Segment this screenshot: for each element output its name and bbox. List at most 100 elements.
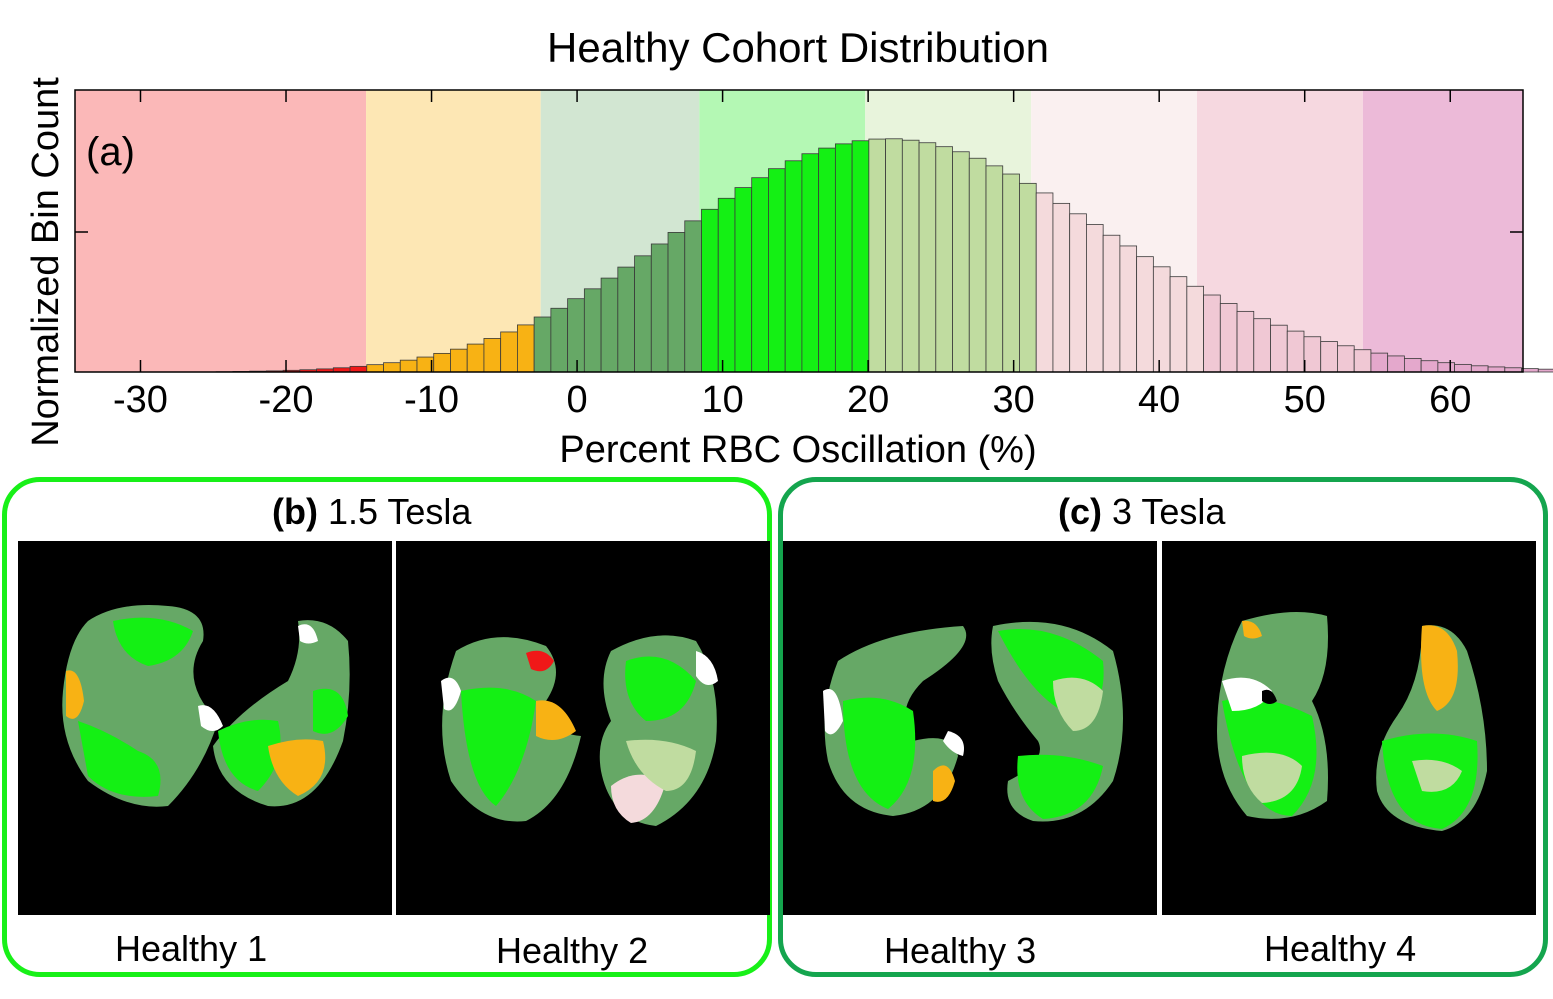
histogram-bar [433,352,451,373]
histogram-bar [1387,355,1405,373]
histogram-bar [1320,341,1338,373]
histogram-bar [1370,352,1389,373]
histogram-bar [1270,324,1288,373]
histogram-bar [450,348,468,373]
histogram-bars [215,138,1553,373]
y-axis-label: Normalized Bin Count [25,77,67,447]
histogram-bar [500,331,518,373]
histogram-bar [952,151,970,373]
histogram-bar [1102,234,1121,373]
panel-b-field: 1.5 Tesla [327,491,472,532]
subject-label-healthy-2: Healthy 2 [496,930,649,971]
histogram-bar [1253,318,1271,373]
histogram-bar [1454,363,1472,373]
histogram-bar [1337,345,1355,373]
histogram-chart: -30 -20 -10 0 10 20 30 40 50 60 Healthy Cohort Di… [25,24,1553,470]
panel-b-title: (b) 1.5 Tesla [272,491,471,533]
histogram-bar [1537,368,1553,373]
panel-c-frame [778,477,1548,977]
lung-map-image [62,605,350,807]
panel-b-letter: (b) [272,491,318,532]
histogram-bar [834,143,853,373]
histogram-bar [1119,245,1138,373]
histogram-bar [818,147,836,373]
x-tick-label: 60 [1429,379,1471,421]
histogram-bar [1069,213,1087,373]
histogram-bar [851,140,870,373]
histogram-bar [466,343,485,373]
histogram-bar [1420,360,1439,373]
x-tick-label: -20 [259,379,314,421]
lung-map-healthy-4 [1162,541,1536,915]
x-tick-label: -10 [404,379,459,421]
plot-frame [74,89,1524,373]
lung-map-healthy-3 [783,541,1157,915]
histogram-bar [1403,358,1422,373]
histogram-bar [1169,276,1188,373]
histogram-bar [1002,173,1020,373]
histogram-bar [1086,224,1104,373]
histogram-bar [968,157,987,373]
histogram-bar [650,243,669,373]
histogram-bar [751,177,769,373]
histogram-bar [717,197,736,373]
region-high-3 [1362,90,1523,372]
histogram-bar [701,208,719,373]
histogram-bar [784,160,803,373]
histogram-bar [634,255,652,373]
histogram-bar [1035,192,1054,373]
histogram-bar [567,298,585,373]
subject-label-healthy-3: Healthy 3 [884,930,1037,971]
histogram-bar [918,142,937,373]
lung-map-image [823,621,1123,822]
lung-map-image [441,635,718,826]
panel-c-field: 3 Tesla [1112,491,1226,532]
histogram-bar [600,277,619,373]
histogram-bar [1203,294,1221,373]
x-tick-label: 20 [847,379,889,421]
region-defect [75,90,367,372]
histogram-bar [617,266,635,373]
histogram-bar [935,146,953,373]
histogram-bar [1487,366,1506,373]
x-tick-label: 40 [1138,379,1180,421]
x-tick-label: 10 [701,379,743,421]
histogram-bar [1186,285,1204,373]
histogram-bar [483,338,502,373]
histogram-bar [1353,349,1372,373]
histogram-bar [366,364,384,373]
histogram-bar [517,324,535,373]
x-tick-label: 30 [993,379,1035,421]
histogram-bar [1303,336,1322,373]
histogram-bar [1521,368,1539,373]
subject-label-healthy-4: Healthy 4 [1264,928,1417,969]
histogram-bar [868,138,886,373]
histogram-bar [684,220,702,373]
lung-map-healthy-2 [396,541,770,915]
x-axis-ticks: -30 -20 -10 0 10 20 30 40 50 60 [113,90,1471,421]
histogram-bar [1437,362,1456,373]
lung-map-image [1217,612,1487,831]
histogram-bar [768,168,786,373]
histogram-bar [1219,303,1238,373]
histogram-bar [383,362,401,373]
histogram-bar [1136,256,1154,373]
histogram-bar [667,232,686,373]
histogram-bar [1286,330,1305,373]
lung-map-healthy-1 [18,541,392,915]
histogram-bar [1236,310,1255,373]
chart-title: Healthy Cohort Distribution [547,24,1049,71]
x-axis-label: Percent RBC Oscillation (%) [559,429,1036,470]
panel-c-title: (c) 3 Tesla [1058,491,1225,533]
histogram-bar [583,288,602,373]
histogram-bar [801,153,820,373]
histogram-bar [1470,365,1489,373]
histogram-bar [533,316,552,373]
region-low [366,90,541,372]
histogram-bar [885,138,903,373]
x-tick-label: 50 [1284,379,1326,421]
histogram-bar [901,139,920,373]
histogram-bar [1019,182,1037,373]
histogram-bar [550,307,569,373]
panel-a-label: (a) [86,130,135,174]
